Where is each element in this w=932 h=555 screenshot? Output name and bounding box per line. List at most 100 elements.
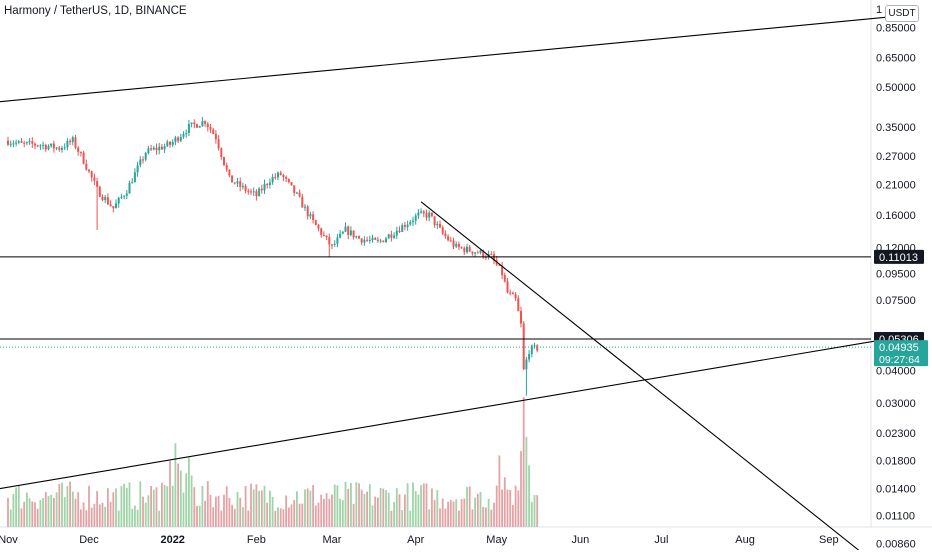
volume-bar <box>485 507 487 527</box>
candle-body <box>247 191 250 193</box>
volume-bar <box>233 509 236 527</box>
volume-bar <box>155 487 158 527</box>
volume-bar <box>495 485 498 527</box>
volume-bar <box>476 493 479 527</box>
candle-body <box>293 185 296 193</box>
volume-bar <box>328 498 331 527</box>
volume-bar <box>323 498 325 527</box>
candle-body <box>147 148 150 153</box>
candle-body <box>160 146 163 150</box>
volume-bar <box>528 465 530 527</box>
volume-bar <box>314 505 317 527</box>
volume-bar <box>393 502 395 527</box>
volume-bar <box>152 489 155 527</box>
volume-bar <box>366 491 368 527</box>
volume-bar <box>347 488 350 527</box>
candle-body <box>209 127 212 130</box>
volume-bar <box>536 495 539 527</box>
volume-bar <box>439 508 441 527</box>
volume-bar <box>12 494 15 527</box>
candle-body <box>136 165 139 173</box>
price-tick-label: 0.07500 <box>876 295 916 307</box>
volume-bar <box>34 502 36 527</box>
volume-bar <box>431 488 433 527</box>
volume-bar <box>74 498 77 527</box>
volume-bar <box>147 495 150 527</box>
candle-body <box>503 275 506 282</box>
volume-bar <box>17 485 20 527</box>
trendline-descending-resistance[interactable] <box>420 201 859 551</box>
candle-body <box>482 250 485 258</box>
volume-bar <box>50 494 53 527</box>
volume-bar <box>161 482 163 527</box>
volume-bar <box>125 487 128 527</box>
candle-body <box>285 177 288 179</box>
volume-bar <box>63 497 66 527</box>
candle-body <box>449 240 452 242</box>
candle-body <box>444 233 447 237</box>
volume-bar <box>336 485 339 527</box>
candle-body <box>355 236 358 238</box>
volume-bar <box>255 484 258 527</box>
volume-bar <box>131 508 134 527</box>
volume-bar <box>530 501 533 527</box>
time-tick-label: Sep <box>819 534 839 546</box>
candle-body <box>101 196 104 200</box>
candle-body <box>112 206 115 209</box>
volume-bar <box>223 494 225 527</box>
trendline-upper-channel[interactable] <box>0 16 886 104</box>
volume-bar <box>242 507 244 527</box>
volume-bar <box>212 507 215 527</box>
candle-body <box>447 236 450 241</box>
trendline-lower-channel[interactable] <box>0 338 886 492</box>
candle-body <box>339 233 342 238</box>
candle-body <box>412 220 414 223</box>
candle-body <box>317 225 320 229</box>
price-tick-label: 0.09500 <box>876 269 916 281</box>
candle-body <box>139 159 142 166</box>
candle-body <box>252 191 255 193</box>
candle-body <box>42 144 45 146</box>
volume-bar <box>225 486 228 527</box>
volume-bar <box>382 488 385 527</box>
volume-bar <box>379 487 382 527</box>
volume-bar <box>298 503 301 527</box>
candle-body <box>452 240 455 247</box>
candle-body <box>174 137 177 142</box>
volume-bar <box>163 485 166 527</box>
volume-bar <box>304 489 306 527</box>
price-tick-label: 0.02300 <box>876 428 916 440</box>
volume-bar <box>512 504 514 527</box>
candle-body <box>376 239 379 241</box>
time-tick-label: Jul <box>654 534 668 546</box>
volume-bar <box>185 473 188 527</box>
volume-bar <box>344 481 347 527</box>
volume-bar <box>228 498 231 527</box>
candle-body <box>511 292 514 295</box>
candle-body <box>498 264 501 266</box>
candle-body <box>85 163 88 170</box>
candle-body <box>198 126 201 128</box>
candle-body <box>239 181 242 187</box>
volume-bar <box>412 482 414 527</box>
candle-body <box>490 254 493 256</box>
candle-body <box>228 169 231 176</box>
volume-bar <box>260 490 263 527</box>
candle-body <box>398 230 401 233</box>
volume-bar <box>15 487 17 527</box>
volume-bar <box>42 498 44 527</box>
volume-bar <box>317 502 320 527</box>
volume-bar <box>363 494 366 527</box>
time-tick-label: Apr <box>407 534 424 546</box>
volume-bar <box>193 487 196 527</box>
candle-body <box>368 239 371 241</box>
candle-body <box>44 144 47 150</box>
candle-body <box>525 359 528 370</box>
candle-body <box>236 181 239 184</box>
candle-body <box>115 203 117 209</box>
volume-bar <box>61 482 63 527</box>
currency-button[interactable]: USDT <box>885 5 919 22</box>
volume-bar <box>20 508 23 527</box>
